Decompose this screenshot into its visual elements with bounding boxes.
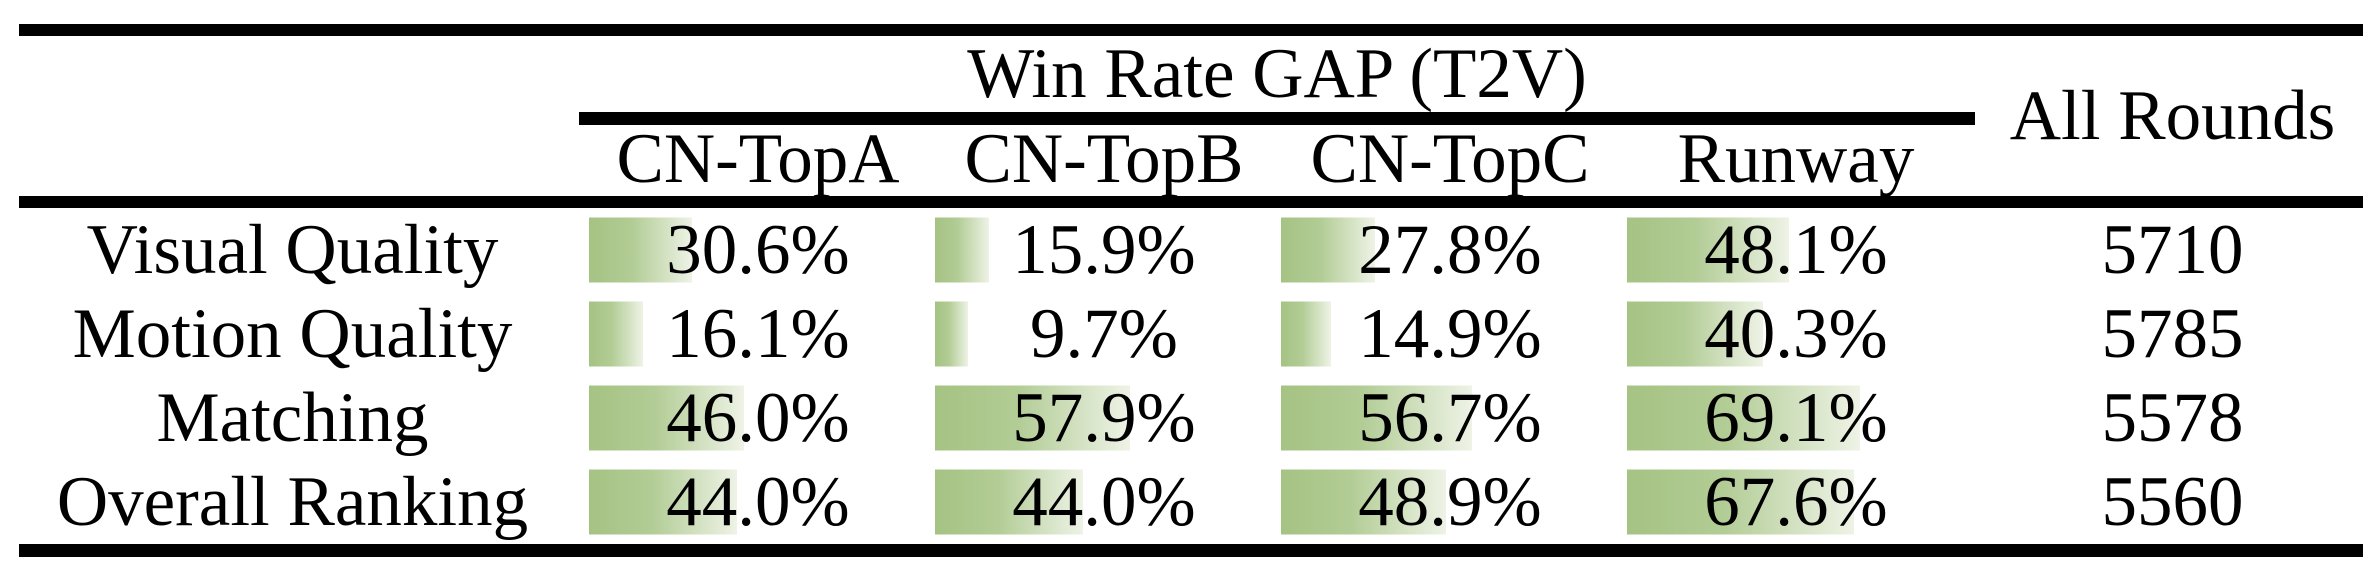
- table-cell: 15.9%: [931, 208, 1277, 292]
- win-rate-value: 46.0%: [666, 378, 850, 457]
- win-rate-value: 14.9%: [1358, 294, 1542, 373]
- table-cell: 44.0%: [585, 460, 931, 544]
- win-rate-value: 48.1%: [1704, 210, 1888, 289]
- win-rate-bar: [935, 217, 989, 283]
- win-rate-bar: [1281, 301, 1331, 367]
- win-rate-bar: [1281, 469, 1446, 535]
- column-header-runway: Runway: [1677, 120, 1915, 198]
- table-cell: 14.9%: [1277, 292, 1623, 376]
- column-header-cn-topa: CN-TopA: [616, 120, 900, 198]
- win-rate-value: 69.1%: [1704, 378, 1888, 457]
- win-rate-bar: [1281, 385, 1472, 451]
- row-label-matching: Matching: [156, 378, 429, 457]
- all-rounds-value: 5578: [2101, 378, 2244, 457]
- row-label-overall-ranking: Overall Ranking: [56, 462, 529, 541]
- table-cell: 69.1%: [1623, 376, 1969, 460]
- win-rate-bar: [589, 385, 744, 451]
- win-rate-value: 40.3%: [1704, 294, 1888, 373]
- all-rounds-header: All Rounds: [2009, 76, 2336, 155]
- win-rate-value: 16.1%: [666, 294, 850, 373]
- table-cell: 27.8%: [1277, 208, 1623, 292]
- row-label-motion-quality: Motion Quality: [72, 294, 513, 373]
- win-rate-bar: [1281, 217, 1375, 283]
- column-header-cn-topc: CN-TopC: [1310, 120, 1590, 198]
- all-rounds-value: 5710: [2101, 210, 2244, 289]
- win-rate-bar: [935, 469, 1083, 535]
- table-cell: 46.0%: [585, 376, 931, 460]
- win-rate-value: 15.9%: [1012, 210, 1196, 289]
- table-cell: 48.1%: [1623, 208, 1969, 292]
- win-rate-bar: [1627, 469, 1854, 535]
- win-rate-value: 57.9%: [1012, 378, 1196, 457]
- win-rate-value: 48.9%: [1358, 462, 1542, 541]
- win-rate-bar: [589, 469, 737, 535]
- win-rate-bar: [935, 301, 968, 367]
- table-cell: 9.7%: [931, 292, 1277, 376]
- win-rate-bar: [1627, 385, 1860, 451]
- win-rate-value: 56.7%: [1358, 378, 1542, 457]
- win-rate-value: 44.0%: [1012, 462, 1196, 541]
- row-label-visual-quality: Visual Quality: [86, 210, 499, 289]
- win-rate-value: 27.8%: [1358, 210, 1542, 289]
- win-rate-value: 9.7%: [1030, 294, 1178, 373]
- table-cell: 30.6%: [585, 208, 931, 292]
- win-rate-bar: [1627, 301, 1763, 367]
- top-rule: [19, 24, 2363, 36]
- column-header-cn-topb: CN-TopB: [964, 120, 1244, 198]
- header-rule: [19, 196, 2363, 208]
- win-rate-value: 44.0%: [666, 462, 850, 541]
- group-header-title: Win Rate GAP (T2V): [967, 35, 1587, 113]
- all-rounds-value: 5785: [2101, 294, 2244, 373]
- all-rounds-value: 5560: [2101, 462, 2244, 541]
- win-rate-bar: [935, 385, 1130, 451]
- table-cell: 16.1%: [585, 292, 931, 376]
- win-rate-value: 67.6%: [1704, 462, 1888, 541]
- table-cell: 57.9%: [931, 376, 1277, 460]
- win-rate-bar: [589, 217, 692, 283]
- win-rate-value: 30.6%: [666, 210, 850, 289]
- win-rate-bar: [1627, 217, 1789, 283]
- group-header-underline-rule: [579, 112, 1975, 125]
- table-cell: 44.0%: [931, 460, 1277, 544]
- table-cell: 48.9%: [1277, 460, 1623, 544]
- table-cell: 56.7%: [1277, 376, 1623, 460]
- win-rate-bar: [589, 301, 643, 367]
- table-cell: 40.3%: [1623, 292, 1969, 376]
- table-cell: 67.6%: [1623, 460, 1969, 544]
- bottom-rule: [19, 544, 2363, 557]
